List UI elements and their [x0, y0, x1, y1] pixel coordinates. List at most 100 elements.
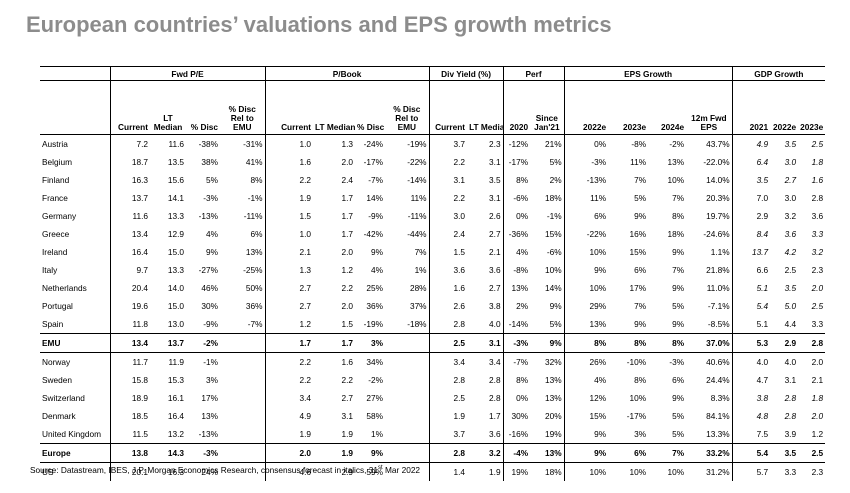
table-row: Greece 13.4 12.9 4% 6% 1.0 1.7 -42% -44% 2.4 2.7 -3… [40, 225, 825, 243]
table-cell: 5.4 [731, 297, 771, 315]
table-cell: 4.9 [264, 407, 314, 425]
table-cell [385, 425, 429, 444]
table-cell: 1.6 [341, 357, 354, 367]
table-cell: 5% [634, 193, 647, 203]
table-cell: 1.0 [264, 134, 314, 153]
table-cell: 1.4 [428, 462, 468, 481]
table-cell: 13.4 [109, 225, 150, 243]
table-cell: 4.0 [784, 357, 797, 367]
col-header: 2021 [731, 80, 771, 135]
table-cell: -11% [407, 211, 427, 221]
table-cell: 3.0 [428, 207, 468, 225]
table-cell: 2.2 [264, 352, 314, 371]
table-cell: 5% [672, 429, 685, 439]
table-cell: 2.8 [811, 193, 824, 203]
table-cell: 11% [563, 189, 609, 207]
group-header-row: Fwd P/E P/Book Div Yield (%) Perf EPS Gr… [40, 66, 826, 81]
table-cell: 2.0 [341, 247, 354, 257]
table-cell: 3.8 [489, 301, 501, 311]
table-cell: -18% [407, 319, 427, 329]
table-cell: 9% [563, 425, 609, 444]
country-name: Norway [42, 357, 71, 367]
table-cell: 26% [563, 352, 609, 371]
table-row: Denmark 18.5 16.4 13% 4.9 3.1 58% 1.9 1.7 30% 20% 1… [40, 407, 825, 425]
table-cell [385, 389, 429, 407]
table-cell: 2.7 [264, 279, 314, 297]
table-cell: 20% [544, 411, 562, 421]
table-cell: -24.6% [703, 229, 730, 239]
table-cell: 3.1 [467, 333, 504, 353]
table-cell: 8% [502, 371, 531, 389]
table-cell: 1.2 [811, 429, 824, 439]
table-cell: 13% [530, 443, 565, 463]
table-cell: 11.5 [109, 425, 150, 444]
table-cell: 4.4 [784, 319, 797, 329]
col-header: 12m Fwd EPS [686, 80, 733, 135]
table-cell: 1.9 [341, 429, 354, 439]
table-cell: 1.7 [313, 333, 356, 353]
table-cell: 3.5 [784, 283, 797, 293]
country-name: Spain [42, 319, 64, 329]
table-cell: 46% [201, 283, 218, 293]
table-cell: 13.7 [731, 243, 771, 261]
table-cell: 31.2% [706, 467, 730, 477]
table-cell: -22% [407, 157, 427, 167]
table-cell: 3% [355, 333, 386, 353]
table-cell: 9% [530, 333, 565, 353]
table-cell: 11.0% [706, 283, 730, 293]
table-cell: -17% [502, 153, 531, 171]
table-cell: -3% [203, 193, 218, 203]
table-cell: 1.6 [811, 175, 824, 185]
table-cell: -2% [669, 139, 685, 149]
table-cell: 2.1 [489, 247, 501, 257]
table-cell: 2.0 [341, 157, 354, 167]
table-cell: 9% [549, 301, 562, 311]
table-cell: 1.7 [264, 333, 314, 353]
table-cell: 4% [206, 229, 218, 239]
table-cell: 6.6 [731, 261, 771, 279]
table-cell: 10% [544, 265, 562, 275]
country-name: Netherlands [42, 283, 87, 293]
table-cell: 18.7 [109, 153, 150, 171]
table-cell: 4.2 [784, 247, 797, 257]
table-cell [220, 407, 265, 425]
table-cell: 21.8% [706, 265, 730, 275]
table-cell: 2.7 [264, 297, 314, 315]
table-cell: 10% [563, 243, 609, 261]
table-cell: 4% [371, 265, 384, 275]
table-cell: 16.3 [167, 467, 184, 477]
table-cell: -44% [407, 229, 427, 239]
table-cell: 50% [245, 283, 263, 293]
table-cell: 13% [201, 411, 218, 421]
table-cell: -10% [626, 357, 647, 367]
table-cell [385, 407, 429, 425]
table-cell: 13% [544, 393, 562, 403]
table-cell: 13% [502, 279, 531, 297]
table-cell: 7% [648, 443, 687, 463]
table-cell: 9% [672, 319, 685, 329]
table-cell: 32% [544, 357, 562, 367]
table-cell: 2.3 [489, 139, 501, 149]
table-cell: -3% [669, 357, 685, 367]
table-cell: 9% [206, 247, 218, 257]
table-cell: -19% [363, 319, 384, 329]
table-cell: 2.8 [489, 393, 501, 403]
table-cell: 3.0 [784, 157, 797, 167]
table-cell: 2.8 [428, 443, 468, 463]
table-row: France 13.7 14.1 -3% -1% 1.9 1.7 14% 11% 2.2 3.1 -6… [40, 189, 825, 207]
table-cell: 3.1 [489, 193, 501, 203]
group-fwd-pe: Fwd P/E [109, 66, 266, 81]
country-name: Ireland [42, 247, 68, 257]
table-cell: 2.6 [489, 211, 501, 221]
table-cell: 18.9 [109, 389, 150, 407]
table-cell: 34% [366, 357, 384, 367]
table-cell: 7.2 [109, 134, 150, 153]
table-cell: 12% [563, 389, 609, 407]
country-name: Austria [42, 139, 68, 149]
table-cell: -2% [368, 375, 384, 385]
table-cell: 2.7 [489, 283, 501, 293]
table-cell: 2.7 [489, 229, 501, 239]
country-name: France [42, 193, 68, 203]
table-cell: 15% [544, 229, 562, 239]
table-cell: 59% [366, 467, 384, 477]
